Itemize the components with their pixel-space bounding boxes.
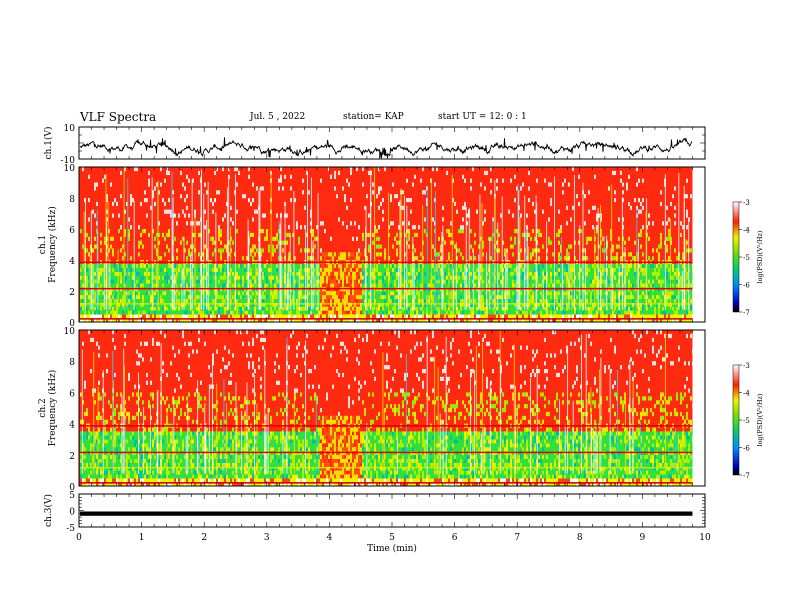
ch3-waveform-xtick-label: 3 (264, 533, 270, 543)
date-label: Jul. 5 , 2022 (250, 112, 306, 122)
ch3-waveform-xtick-label: 9 (640, 533, 646, 543)
ch1-spectrogram-colorbar-tick-label: -4 (743, 227, 750, 235)
ch1-waveform-ytick-label: -10 (61, 156, 76, 166)
ch1-spectrogram-pixels (80, 167, 694, 323)
ch1-waveform-ylabel: ch.1(V) (43, 127, 54, 160)
ch1-spectrogram-colorbar-tick-label: -5 (743, 254, 750, 262)
ch1-spectrogram-ytick-label: 8 (69, 195, 75, 205)
ch2-spectrogram-ylabel: ch.2 (38, 398, 48, 417)
ch1-waveform-trace (79, 137, 693, 159)
ch3-waveform-ylabel: ch.3(V) (43, 494, 54, 527)
ch3-waveform-xtick-label: 6 (452, 533, 458, 543)
station-label: station= KAP (343, 112, 404, 122)
ch3-waveform-ytick-label: 0 (69, 508, 75, 518)
ch1-spectrogram-ytick-label: 0 (69, 319, 75, 329)
ch2-spectrogram-ytick-label: 0 (69, 483, 75, 493)
ch3-waveform-xtick-label: 5 (389, 533, 395, 543)
ch3-waveform-ytick-label: 5 (69, 491, 75, 501)
ch2-spectrogram-colorbar-tick-label: -7 (743, 472, 750, 480)
ch3-waveform-trace (80, 511, 693, 516)
ch2-spectrogram-ylabel2: Frequency (kHz) (47, 370, 58, 447)
ch1-spectrogram-colorbar (732, 201, 740, 313)
ch1-spectrogram-colorbar-label: log(PSD)(V²/Hz) (756, 230, 764, 283)
ch2-spectrogram-ytick-label: 6 (69, 389, 75, 399)
ch1-spectrogram-ytick-label: 4 (69, 257, 75, 267)
ch3-waveform-xtick-label: 10 (699, 533, 711, 543)
ch2-spectrogram-ytick-label: 2 (69, 452, 75, 462)
ch3-waveform-xtick-label: 1 (139, 533, 145, 543)
ch2-spectrogram-ytick-label: 4 (69, 421, 75, 431)
ch1-spectrogram-blank (692, 167, 705, 322)
ch1-spectrogram-colorbar-tick-label: -3 (743, 199, 750, 207)
ch1-spectrogram-ytick-label: 6 (69, 226, 75, 236)
ch2-spectrogram-blank (692, 330, 705, 486)
ch1-spectrogram-colorbar-tick-label: -7 (743, 309, 750, 317)
ch1-spectrogram-ytick-label: 2 (69, 288, 75, 298)
ch1-spectrogram-ylabel2: Frequency (kHz) (47, 206, 58, 283)
ch3-waveform-xtick-label: 2 (201, 533, 207, 543)
ch2-spectrogram-colorbar-tick-label: -3 (743, 362, 750, 370)
ch2-spectrogram-colorbar (732, 364, 740, 476)
ch2-spectrogram-colorbar-tick-label: -4 (743, 390, 750, 398)
ch1-waveform-ytick-label: 10 (64, 124, 76, 134)
ch2-spectrogram-colorbar-label: log(PSD)(V²/Hz) (756, 393, 764, 446)
start-time-label: start UT = 12: 0 : 1 (438, 112, 527, 122)
ch3-waveform-xtick-label: 4 (327, 533, 333, 543)
ch2-spectrogram-ytick-label: 10 (64, 327, 76, 337)
figure-title: VLF Spectra (80, 110, 157, 124)
ch1-spectrogram-colorbar-tick-label: -6 (743, 282, 750, 290)
ch3-waveform-ytick-label: -5 (66, 524, 75, 534)
ch2-spectrogram-colorbar-tick-label: -6 (743, 445, 750, 453)
ch3-waveform-xtick-label: 0 (76, 533, 82, 543)
ch3-waveform-xtick-label: 8 (577, 533, 583, 543)
ch2-spectrogram-colorbar-tick-label: -5 (743, 417, 750, 425)
ch1-spectrogram-ylabel: ch.1 (38, 235, 48, 254)
x-axis-label: Time (min) (367, 543, 417, 554)
ch3-waveform-xtick-label: 7 (514, 533, 520, 543)
ch1-spectrogram-ytick-label: 10 (64, 164, 76, 174)
ch2-spectrogram-ytick-label: 8 (69, 358, 75, 368)
ch2-spectrogram-pixels (80, 330, 694, 487)
